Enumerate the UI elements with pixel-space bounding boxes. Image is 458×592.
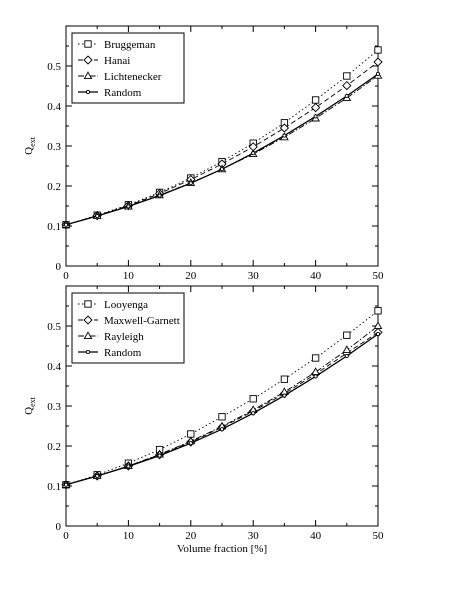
legend-label: Lichtenecker bbox=[104, 71, 162, 83]
y-tick-label: 0 bbox=[56, 261, 62, 273]
x-tick-label: 0 bbox=[63, 270, 69, 282]
data-point bbox=[375, 331, 381, 337]
x-tick-label: 50 bbox=[373, 530, 385, 542]
legend-marker bbox=[85, 89, 91, 95]
legend-label: Random bbox=[104, 87, 142, 99]
legend-label: Random bbox=[104, 347, 142, 359]
chart-panel-1: 0 10 20 30 40 50 0 0.1 0.2 0.3 0.4 0.5 Qext Bruggeman… bbox=[23, 25, 385, 282]
y-tick-label: 0.2 bbox=[47, 441, 61, 453]
data-point bbox=[157, 453, 162, 458]
x-tick-label: 40 bbox=[310, 530, 322, 542]
data-point bbox=[251, 151, 256, 156]
data-point bbox=[311, 367, 320, 376]
data-point bbox=[188, 441, 193, 446]
data-point bbox=[95, 473, 100, 479]
series-line bbox=[65, 61, 379, 226]
data-point bbox=[373, 321, 383, 330]
x-axis-label: Volume fraction [%] bbox=[177, 543, 267, 555]
y-tick-label: 0 bbox=[56, 521, 62, 533]
y-tick-label: 0.4 bbox=[47, 101, 61, 113]
series-random bbox=[63, 331, 381, 487]
data-point bbox=[218, 413, 226, 421]
legend: Bruggeman Hanai Lichtenecker Random bbox=[71, 32, 185, 104]
data-point bbox=[219, 167, 225, 172]
data-point bbox=[343, 72, 351, 80]
series-random bbox=[63, 71, 381, 227]
y-axis-label: Qext bbox=[23, 396, 37, 415]
data-point bbox=[344, 353, 349, 359]
x-tick-label: 30 bbox=[248, 270, 260, 282]
data-point bbox=[188, 181, 193, 186]
data-point bbox=[249, 395, 257, 403]
data-point bbox=[344, 93, 349, 99]
data-point bbox=[63, 482, 69, 487]
legend-marker bbox=[83, 315, 93, 325]
legend-marker bbox=[83, 331, 93, 340]
data-point bbox=[374, 46, 382, 54]
legend-marker bbox=[83, 55, 93, 65]
data-point bbox=[374, 307, 382, 315]
data-point bbox=[311, 354, 320, 362]
data-point bbox=[310, 102, 321, 113]
x-tick-label: 40 bbox=[310, 270, 322, 282]
x-tick-label: 30 bbox=[248, 530, 260, 542]
data-point bbox=[342, 345, 352, 354]
legend: Looyenga Maxwell-Garnett Rayleigh Random bbox=[71, 292, 185, 364]
data-point bbox=[279, 123, 290, 133]
data-point bbox=[282, 393, 287, 398]
legend-marker bbox=[84, 40, 92, 48]
x-tick-label: 10 bbox=[123, 270, 135, 282]
data-point bbox=[343, 331, 351, 339]
data-point bbox=[157, 193, 162, 198]
data-point bbox=[313, 114, 318, 119]
y-tick-label: 0.3 bbox=[47, 401, 61, 413]
x-tick-label: 20 bbox=[185, 270, 197, 282]
legend-label: Hanai bbox=[104, 55, 130, 67]
x-tick-label: 50 bbox=[373, 270, 385, 282]
data-point bbox=[63, 222, 69, 227]
data-point bbox=[375, 71, 381, 77]
legend-label: Bruggeman bbox=[104, 39, 156, 51]
x-tick-label: 20 bbox=[185, 530, 197, 542]
data-point bbox=[187, 430, 195, 438]
y-axis-label: Qext bbox=[23, 136, 37, 155]
data-point bbox=[126, 464, 131, 469]
y-tick-label: 0.5 bbox=[47, 61, 61, 73]
legend-label: Looyenga bbox=[104, 299, 148, 311]
chart-panel-2: 0 10 20 30 40 50 0 0.1 0.2 0.3 0.4 0.5 Qext Volume fr… bbox=[23, 285, 385, 555]
y-tick-label: 0.4 bbox=[47, 361, 61, 373]
x-tick-label: 0 bbox=[63, 530, 69, 542]
legend-label: Maxwell-Garnett bbox=[104, 315, 180, 327]
y-tick-label: 0.1 bbox=[47, 221, 61, 233]
data-point bbox=[311, 96, 320, 104]
y-tick-label: 0.5 bbox=[47, 321, 61, 333]
y-tick-label: 0.3 bbox=[47, 141, 61, 153]
y-tick-label: 0.1 bbox=[47, 481, 61, 493]
legend-marker bbox=[85, 349, 91, 355]
data-point bbox=[373, 57, 383, 67]
x-tick-label: 10 bbox=[123, 530, 135, 542]
data-point bbox=[95, 213, 100, 219]
y-tick-label: 0.2 bbox=[47, 181, 61, 193]
data-point bbox=[313, 374, 318, 379]
legend-label: Rayleigh bbox=[104, 331, 144, 343]
data-point bbox=[282, 133, 287, 138]
data-point bbox=[251, 411, 256, 416]
legend-marker bbox=[83, 71, 93, 80]
data-point bbox=[280, 375, 289, 383]
data-point bbox=[219, 427, 225, 432]
data-point bbox=[126, 204, 131, 209]
legend-marker bbox=[84, 300, 92, 308]
data-point bbox=[342, 80, 352, 91]
